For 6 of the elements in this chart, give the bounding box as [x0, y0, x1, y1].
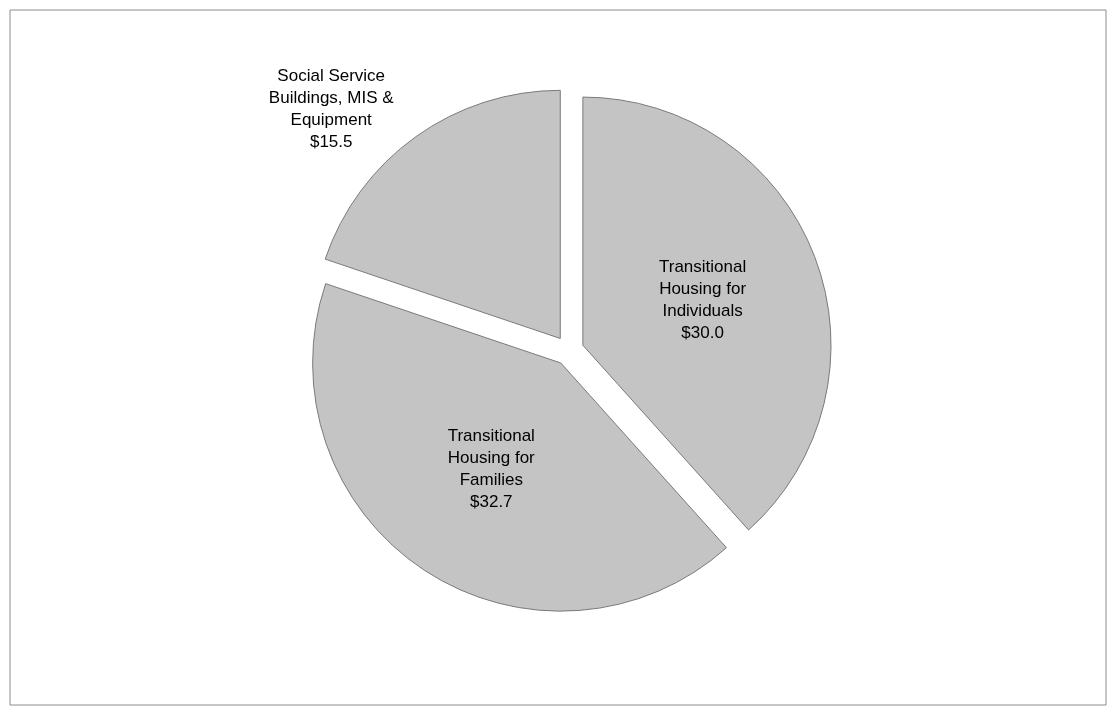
slice-label: Transitional Housing for Individuals [658, 256, 747, 320]
data-label: $32.7 [470, 491, 513, 511]
slice-label: Transitional Housing for Families [447, 425, 536, 489]
data-label: $15.5 [309, 132, 353, 152]
slice-label: Social Service Buildings, MIS & Equipment [268, 66, 395, 130]
data-label: $30.0 [681, 323, 724, 343]
